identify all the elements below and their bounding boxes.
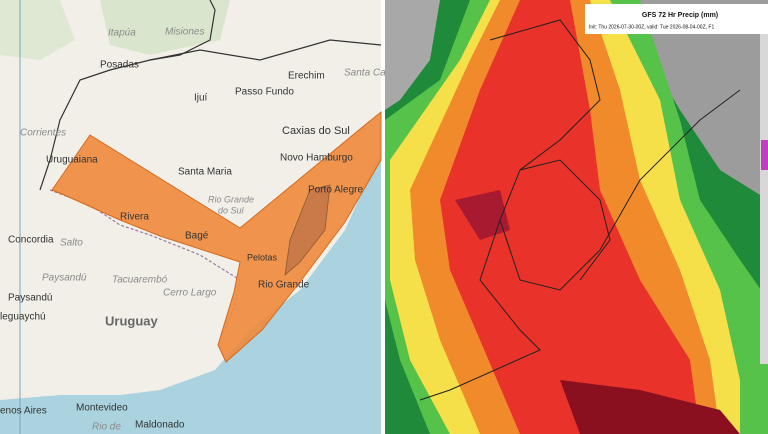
map-label: do Sul [218,205,245,215]
color-scale-swatch [761,140,768,170]
map-subtitle: Init: Thu 2026-07-30-00Z, valid: Tue 202… [589,24,714,30]
map-label: Montevideo [76,403,128,414]
map-label: Misiones [165,27,204,38]
map-label: Novo Hamburgo [280,153,353,164]
map-label: Posadas [100,60,139,71]
map-label: Rio Grande [258,280,310,291]
precip-extreme [560,380,740,434]
map-label: Passo Fundo [235,87,294,98]
map-label: leguaychú [0,312,46,323]
map-label: Santa Maria [178,167,232,178]
map-label: Porto Alegre [308,185,363,196]
map-label: Concordia [8,235,54,246]
lagoon [284,184,331,277]
forest [100,0,230,55]
map-label: Caxias do Sul [282,125,350,137]
map-label: Erechim [288,71,325,82]
map-label: Santa Cat [344,68,390,79]
title-box [585,4,768,34]
forest [0,0,75,60]
map-label: Rio de [92,422,121,433]
border [149,39,382,61]
map-label: Salto [60,238,83,249]
map-label: Cerro Largo [163,288,217,299]
precip-very-heavy [440,0,700,434]
precip-none [640,0,768,200]
map-label: Paysandú [42,273,87,284]
map-label: Maldonado [135,420,185,431]
map-label: Corrientes [20,128,66,139]
color-scale [760,34,768,364]
map-label: Bagé [185,231,209,242]
right-map: GFS 72 Hr Precip (mm) Init: Thu 2026-07-… [385,0,768,434]
map-label: enos Aires [0,406,47,417]
precip-extreme [455,190,510,240]
map-label: Tacuarembó [112,275,168,286]
border [419,19,741,401]
map-label: Rio Grande [208,194,254,204]
map-label: Pelotas [247,252,278,262]
map-label: Rivera [120,212,149,223]
map-label: Uruguaiana [46,155,98,166]
warning-area [51,110,382,363]
precip-none [385,0,440,110]
left-map: Itapúa Misiones Posadas Erechim Santa Ca… [0,0,390,434]
map-label: Ijuí [194,93,208,104]
border [39,0,216,191]
map-title: GFS 72 Hr Precip (mm) [642,12,718,19]
map-label: Paysandú [8,293,52,304]
map-label: Uruguay [105,313,159,328]
map-label: Itapúa [108,28,136,39]
sea [0,150,381,434]
